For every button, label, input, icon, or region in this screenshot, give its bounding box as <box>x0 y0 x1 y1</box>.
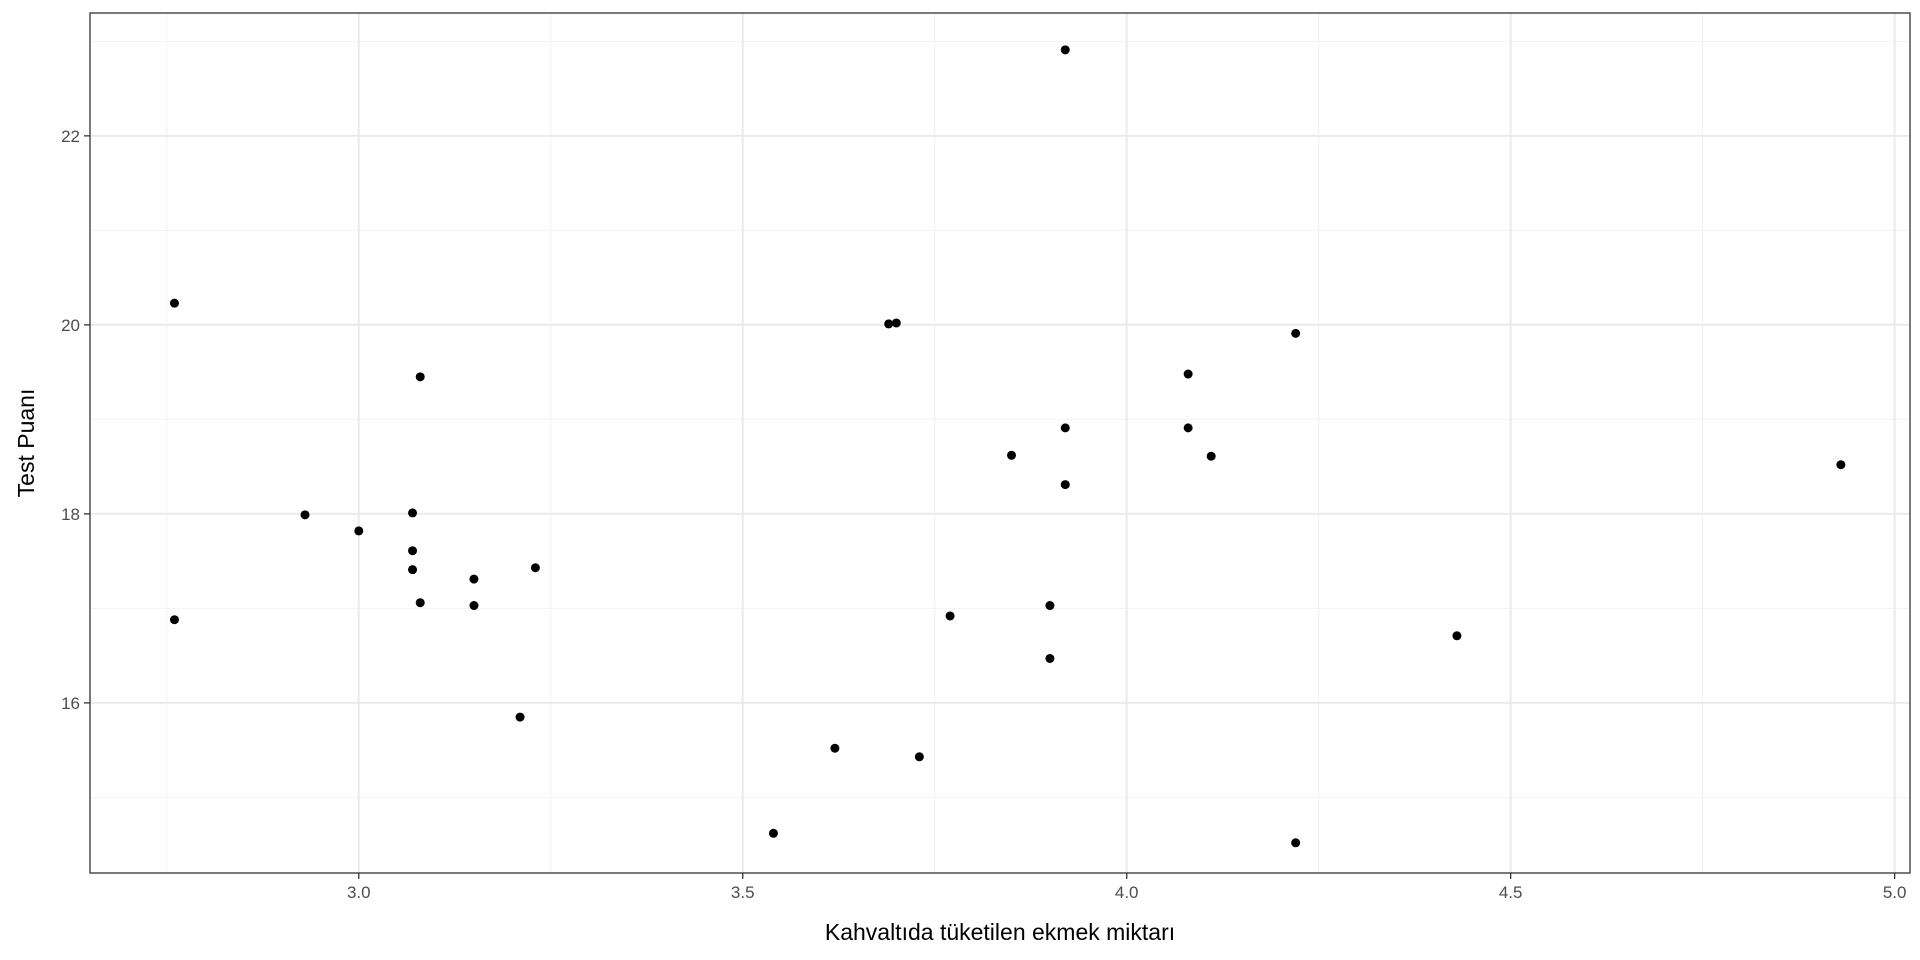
panel-border <box>89 12 1911 874</box>
y-axis-title: Test Puanı <box>13 389 39 498</box>
data-point <box>469 574 479 584</box>
data-point <box>169 615 179 625</box>
y-tick-label: 22 <box>61 127 80 146</box>
data-point <box>914 752 924 762</box>
y-tick-label: 20 <box>61 316 80 335</box>
grid-lines <box>90 13 1910 873</box>
x-tick-label: 3.5 <box>731 883 755 902</box>
data-point <box>1452 631 1462 641</box>
data-point <box>1183 369 1193 379</box>
data-point <box>768 828 778 838</box>
data-point <box>1060 423 1070 433</box>
data-point <box>408 565 418 575</box>
data-point <box>354 526 364 536</box>
data-point <box>415 598 425 608</box>
x-tick-label: 5.0 <box>1883 883 1907 902</box>
data-point <box>1291 838 1301 848</box>
data-point <box>469 601 479 611</box>
data-point <box>830 743 840 753</box>
data-point <box>169 298 179 308</box>
data-point <box>1060 480 1070 490</box>
data-point <box>530 563 540 573</box>
data-point <box>408 546 418 556</box>
data-point <box>1045 601 1055 611</box>
data-points <box>169 45 1846 848</box>
data-point <box>1206 451 1216 461</box>
x-axis-title: Kahvaltıda tüketilen ekmek miktarı <box>825 919 1175 945</box>
axis-ticks: 3.0 3.5 4.0 4.5 5.0 16 18 20 22 <box>61 127 1906 902</box>
data-point <box>1045 653 1055 663</box>
x-tick-label: 4.0 <box>1115 883 1139 902</box>
y-tick-label: 16 <box>61 694 80 713</box>
data-point <box>945 611 955 621</box>
data-point <box>1007 450 1017 460</box>
data-point <box>1836 460 1846 470</box>
data-point <box>884 319 894 329</box>
data-point <box>300 510 310 520</box>
data-point <box>515 712 525 722</box>
data-point <box>1183 423 1193 433</box>
data-point <box>408 508 418 518</box>
y-tick-label: 18 <box>61 505 80 524</box>
data-point <box>1291 328 1301 338</box>
data-point <box>1060 45 1070 55</box>
data-point <box>415 372 425 382</box>
x-tick-label: 4.5 <box>1499 883 1523 902</box>
x-tick-label: 3.0 <box>347 883 371 902</box>
data-point <box>891 318 901 328</box>
